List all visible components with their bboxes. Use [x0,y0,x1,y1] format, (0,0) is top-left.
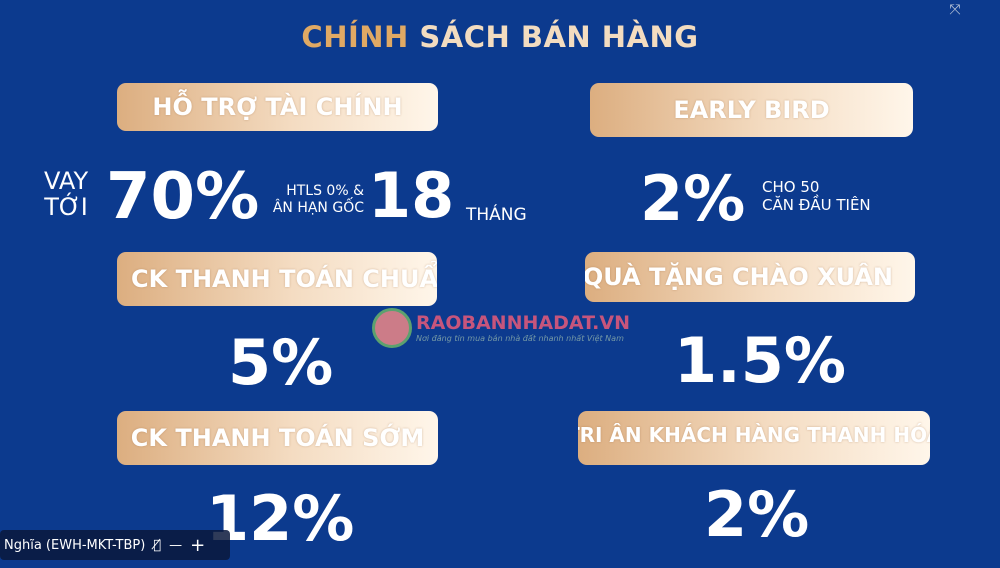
early-payment-value: 12% [206,482,355,555]
early-bird-label: EARLY BIRD [590,83,913,137]
minimize-button[interactable]: — [169,537,183,553]
spring-gift-value: 1.5% [674,324,846,397]
months-value: 18 [368,159,455,232]
add-button[interactable]: + [190,534,206,556]
early-bird-note-line2: CĂN ĐẦU TIÊN [762,196,871,214]
loan-prefix: VAY TỚI [44,168,88,221]
loan-value: 70% [106,160,260,234]
interest-note-line2: ÂN HẠN GỐC [272,199,364,216]
mic-off-icon[interactable]: 🎙̸ [153,537,162,553]
early-payment-label: CK THANH TOÁN SỚM [117,411,438,465]
loan-prefix-line1: VAY [44,167,89,195]
loan-prefix-line2: TỚI [44,193,88,222]
early-bird-note: CHO 50 CĂN ĐẦU TIÊN [762,178,871,214]
standard-payment-value: 5% [228,326,334,399]
participant-bar: Nghĩa (EWH-MKT-TBP) 🎙̸ — + [0,530,230,560]
financial-support-label: HỖ TRỢ TÀI CHÍNH [117,83,438,131]
page-title: CHÍNH SÁCH BÁN HÀNG [0,20,1000,54]
thanh-hoa-value: 2% [704,478,810,551]
expand-icon[interactable]: ⤧ [949,2,961,18]
interest-note: HTLS 0% & ÂN HẠN GỐC [273,183,364,217]
watermark-logo-icon [372,308,412,348]
interest-note-line1: HTLS 0% & [286,183,364,199]
watermark: RAOBANNHADAT.VN Nơi đăng tin mua bán nhà … [372,308,630,348]
watermark-name: RAOBANNHADAT.VN [416,312,630,335]
months-unit: THÁNG [466,205,527,225]
title-highlight: CHÍNH [301,20,409,54]
early-bird-value: 2% [640,162,746,235]
standard-payment-label: CK THANH TOÁN CHUẨN [117,252,437,306]
early-bird-note-line1: CHO 50 [762,178,820,196]
spring-gift-label: QUÀ TẶNG CHÀO XUÂN [585,252,915,302]
participant-name: Nghĩa (EWH-MKT-TBP) [4,537,146,553]
thanh-hoa-label: TRI ÂN KHÁCH HÀNG THANH HÓA [578,411,930,465]
watermark-slogan: Nơi đăng tin mua bán nhà đất nhanh nhất … [416,333,624,343]
title-rest: SÁCH BÁN HÀNG [408,20,699,54]
